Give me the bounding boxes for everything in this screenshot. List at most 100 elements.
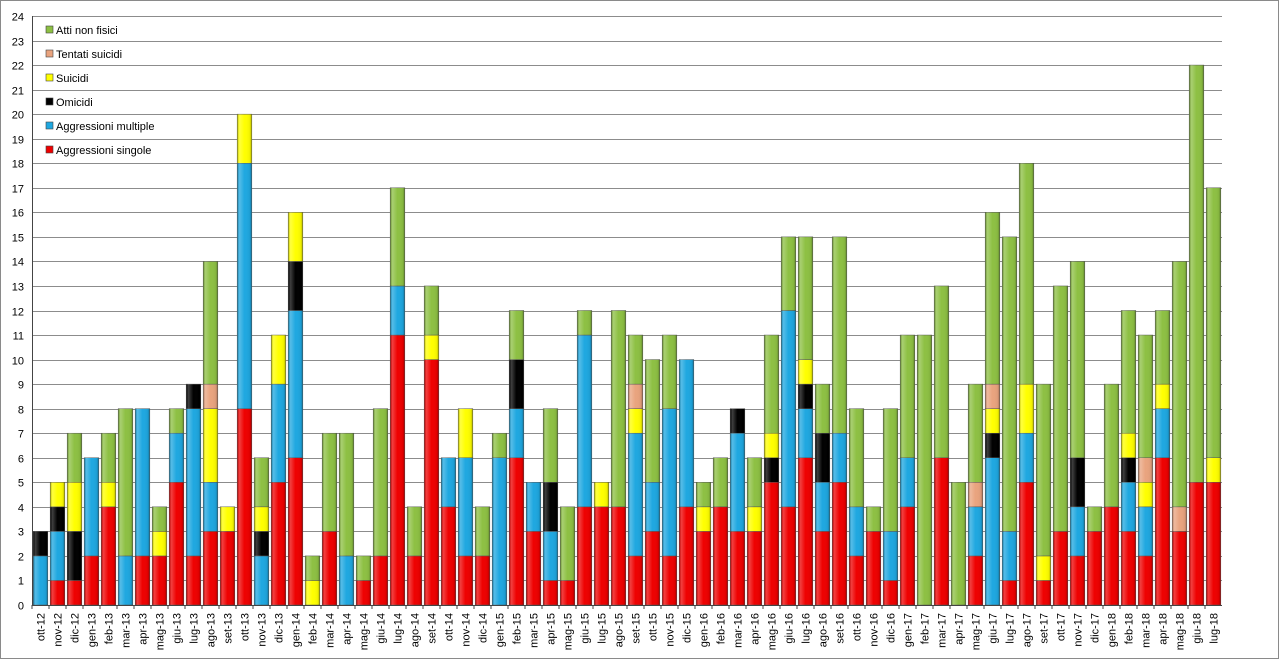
x-tick-label: gen-15 — [495, 613, 507, 647]
x-tick-label: mag-14 — [359, 613, 371, 650]
bar-shading — [560, 580, 575, 605]
bar-shading — [900, 335, 915, 458]
legend-swatch — [45, 121, 54, 130]
bar-shading — [152, 506, 167, 532]
bar-shading — [832, 482, 847, 605]
bar-shading — [1070, 555, 1085, 605]
bar-shading — [1002, 236, 1017, 532]
x-tick-label: dic-16 — [886, 613, 898, 643]
bar-shading — [509, 408, 524, 458]
bar-shading — [118, 408, 133, 556]
x-tick-label: giu-17 — [988, 613, 1000, 644]
bar-shading — [985, 408, 1000, 434]
bar-shading — [798, 457, 813, 605]
x-tick-label: apr-17 — [954, 613, 966, 645]
bar-shading — [883, 408, 898, 532]
bar-shading — [186, 555, 201, 605]
x-tick-label: mag-18 — [1175, 613, 1187, 650]
bar-shading — [883, 580, 898, 605]
bar-shading — [968, 384, 983, 483]
bar-shading — [628, 335, 643, 385]
bar-shading — [679, 359, 694, 507]
bar-shading — [186, 384, 201, 409]
bar-shading — [305, 555, 320, 581]
bar-shading — [781, 236, 796, 311]
bar-shading — [1070, 506, 1085, 556]
bar-shading — [356, 555, 371, 581]
bar-shading — [1070, 261, 1085, 458]
x-tick-label: gen-16 — [699, 613, 711, 647]
bar-shading — [458, 457, 473, 556]
bar-shading — [798, 236, 813, 360]
bar-shading — [1104, 506, 1119, 605]
bar-shading — [1070, 457, 1085, 507]
bar-shading — [271, 335, 286, 385]
bar-shading — [1019, 433, 1034, 483]
x-tick-label: mar-15 — [529, 613, 541, 648]
bar-shading — [985, 433, 1000, 458]
x-tick-label: ott-12 — [36, 613, 48, 641]
x-tick-label: lug-13 — [189, 613, 201, 644]
x-tick-label: ott-15 — [648, 613, 660, 641]
y-tick-label: 3 — [18, 527, 24, 539]
x-tick-label: nov-17 — [1073, 613, 1085, 647]
bar-shading — [628, 433, 643, 556]
x-tick-label: gen-17 — [903, 613, 915, 647]
x-tick-label: ago-14 — [410, 613, 422, 647]
x-tick-label: feb-13 — [104, 613, 116, 644]
x-tick-label: gen-18 — [1107, 613, 1119, 647]
bar-shading — [169, 408, 184, 434]
x-tick-label: mag-17 — [971, 613, 983, 650]
bar-shading — [1189, 65, 1204, 483]
bar-shading — [220, 531, 235, 606]
x-tick-label: dic-17 — [1090, 613, 1102, 643]
bar-shading — [339, 433, 354, 556]
bar-shading — [50, 531, 65, 581]
bar-shading — [968, 506, 983, 556]
bar-shading — [458, 408, 473, 458]
bar-shading — [509, 359, 524, 409]
x-tick-label: gen-13 — [87, 613, 99, 647]
bar-shading — [1189, 482, 1204, 605]
bar-shading — [509, 310, 524, 360]
bar-shading — [1036, 580, 1051, 605]
bar-shading — [475, 555, 490, 605]
bar-shading — [203, 384, 218, 409]
x-tick-label: giu-15 — [580, 613, 592, 644]
legend: Atti non fisici Tentati suicidi Suicidi Omi… — [45, 25, 154, 157]
bar-shading — [322, 433, 337, 532]
x-tick-label: giu-16 — [784, 613, 796, 644]
x-tick-label: feb-15 — [512, 613, 524, 644]
bar-shading — [1121, 433, 1136, 458]
bar-shading — [1053, 285, 1068, 532]
bar-shading — [492, 457, 507, 605]
bar-shading — [781, 506, 796, 605]
bar-shading — [390, 285, 405, 336]
y-tick-label: 18 — [12, 159, 24, 171]
x-tick-label: feb-14 — [308, 613, 320, 644]
legend-swatch — [45, 49, 54, 58]
bar-shading — [203, 261, 218, 385]
x-tick-label: nov-12 — [53, 613, 65, 647]
bar-shading — [1121, 482, 1136, 532]
bar-shading — [560, 506, 575, 581]
bar-shading — [628, 384, 643, 409]
x-tick-label: apr-14 — [342, 613, 354, 645]
x-tick-label: mar-17 — [937, 613, 949, 648]
bar-shading — [1138, 555, 1153, 605]
bar-shading — [543, 580, 558, 605]
bar-shading — [1053, 531, 1068, 606]
bar-shading — [118, 555, 133, 605]
bar-shading — [390, 187, 405, 286]
y-tick-label: 13 — [12, 282, 24, 294]
x-tick-label: dic-13 — [274, 613, 286, 643]
bar-shading — [730, 531, 745, 606]
bar-shading — [764, 482, 779, 605]
bar-shading — [1138, 506, 1153, 556]
bar-shading — [679, 506, 694, 605]
bar-shading — [186, 408, 201, 556]
x-tick-label: apr-16 — [750, 613, 762, 645]
bar-shading — [543, 531, 558, 581]
y-tick-label: 7 — [18, 429, 24, 441]
x-tick-label: ott-17 — [1056, 613, 1068, 641]
